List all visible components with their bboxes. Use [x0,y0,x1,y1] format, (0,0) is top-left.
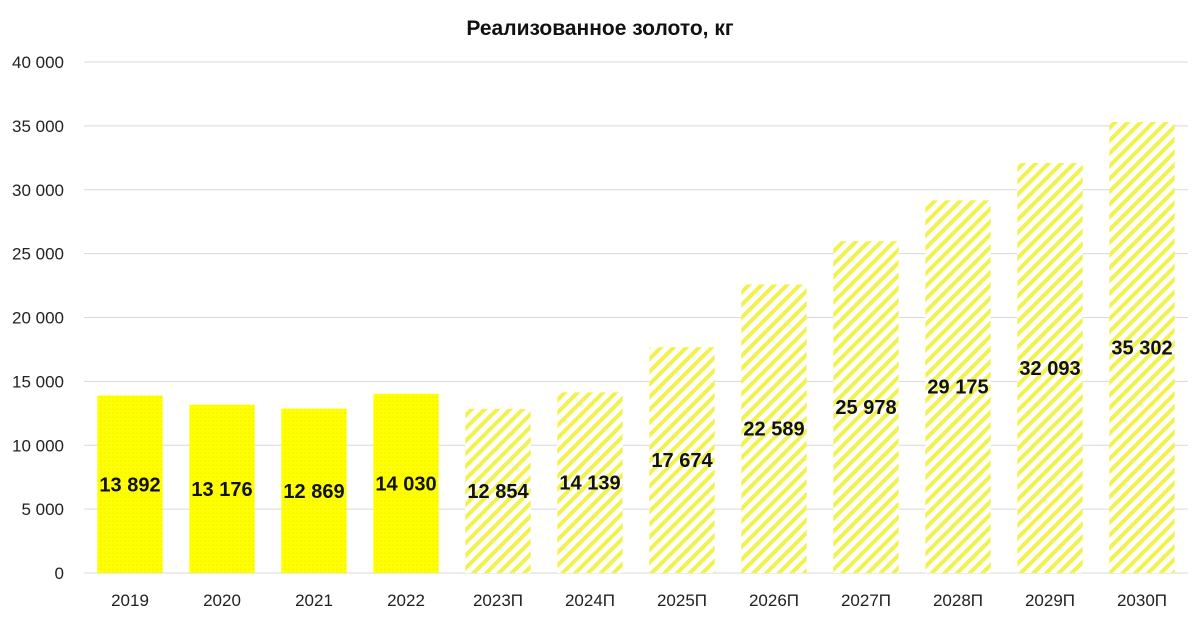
data-label-2029П: 32 093 [1019,358,1080,380]
x-tick-label: 2028П [933,591,983,610]
y-tick-label: 10 000 [12,436,64,455]
bar-2025П [649,347,715,573]
gridlines [84,61,1188,574]
bar-2027П [833,241,899,573]
bar-2029П [1017,163,1083,573]
data-label-2023П: 12 854 [467,481,529,503]
bar-2026П [741,284,807,573]
data-label-2021: 12 869 [283,481,344,503]
y-tick-label: 40 000 [12,53,64,72]
y-tick-label: 20 000 [12,309,64,328]
data-label-2025П: 17 674 [651,450,713,472]
x-tick-label: 2020 [203,591,241,610]
bar-2021 [281,408,347,573]
chart-title: Реализованное золото, кг [466,17,733,40]
x-tick-label: 2022 [387,591,425,610]
bar-2028П [925,200,991,573]
x-tick-label: 2019 [111,591,149,610]
y-axis-tick-labels: 0 5 000 10 000 15 000 20 000 25 000 30 000 35 0… [12,53,64,583]
x-tick-label: 2026П [749,591,799,610]
bar-2020 [189,404,255,573]
x-tick-label: 2023П [473,591,523,610]
bar-2024П [557,392,623,573]
y-tick-label: 35 000 [12,117,64,136]
data-label-2030П: 35 302 [1111,338,1172,360]
y-tick-label: 0 [55,564,64,583]
x-tick-label: 2021 [295,591,333,610]
bar-2022 [373,393,439,573]
data-label-2027П: 25 978 [835,397,896,419]
y-tick-label: 25 000 [12,245,64,264]
y-tick-label: 15 000 [12,372,64,391]
data-label-2028П: 29 175 [927,377,988,399]
data-label-2022: 14 030 [375,473,436,495]
y-tick-label: 30 000 [12,181,64,200]
bars [97,122,1175,573]
data-label-2026П: 22 589 [743,419,804,441]
data-labels: 13 892 13 176 12 869 14 030 12 854 14 139 17 6… [99,338,1172,503]
bar-2030П [1109,122,1175,573]
x-tick-label: 2025П [657,591,707,610]
x-axis-tick-labels: 2019 2020 2021 2022 2023П 2024П 2025П 2026П 2027… [111,591,1167,610]
data-label-2024П: 14 139 [559,473,620,495]
x-tick-label: 2027П [841,591,891,610]
bar-2023П [465,408,531,573]
data-label-2020: 13 176 [191,479,252,501]
y-tick-label: 5 000 [21,500,64,519]
x-tick-label: 2029П [1025,591,1075,610]
x-tick-label: 2024П [565,591,615,610]
bar-2019 [97,395,163,573]
data-label-2019: 13 892 [99,474,160,496]
x-tick-label: 2030П [1117,591,1167,610]
